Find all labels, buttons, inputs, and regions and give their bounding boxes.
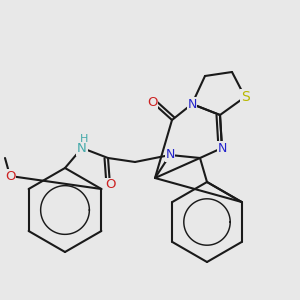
Text: N: N: [77, 142, 87, 155]
Text: N: N: [187, 98, 197, 110]
Text: N: N: [165, 148, 175, 161]
Text: S: S: [241, 90, 249, 104]
Text: N: N: [217, 142, 227, 154]
Text: O: O: [5, 169, 15, 182]
Text: H: H: [80, 134, 88, 144]
Text: O: O: [105, 178, 115, 191]
Text: O: O: [147, 95, 157, 109]
